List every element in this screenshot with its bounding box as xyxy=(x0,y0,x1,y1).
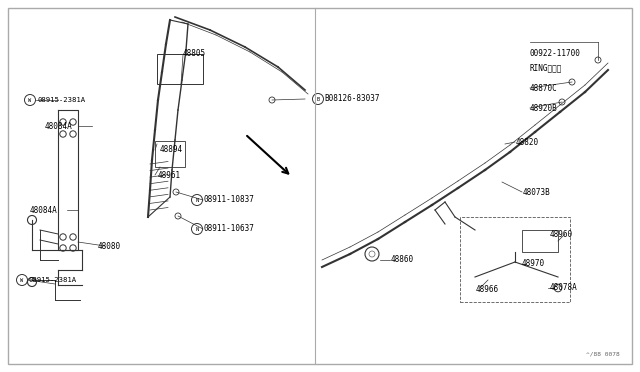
Text: W: W xyxy=(28,97,31,103)
Text: 48073B: 48073B xyxy=(523,187,551,196)
Text: 08915-2381A: 08915-2381A xyxy=(29,277,77,283)
Text: 48805: 48805 xyxy=(183,48,206,58)
Text: B: B xyxy=(316,96,319,102)
Bar xyxy=(522,230,558,252)
Text: 48084A: 48084A xyxy=(30,205,58,215)
Text: 48820: 48820 xyxy=(516,138,539,147)
Text: 48860: 48860 xyxy=(391,256,414,264)
Bar xyxy=(155,141,185,167)
Text: 08911-10637: 08911-10637 xyxy=(204,224,255,232)
Text: RINGリング: RINGリング xyxy=(530,64,563,73)
Text: 48084A: 48084A xyxy=(45,122,73,131)
Text: 48078A: 48078A xyxy=(550,283,578,292)
Text: 00922-11700: 00922-11700 xyxy=(530,48,581,58)
Text: 48894: 48894 xyxy=(160,144,183,154)
Text: N: N xyxy=(195,198,198,202)
Text: 48960: 48960 xyxy=(550,230,573,238)
Text: 48966: 48966 xyxy=(476,285,499,295)
Text: 08915-2381A: 08915-2381A xyxy=(37,97,85,103)
Text: W: W xyxy=(20,278,24,282)
Text: B08126-83037: B08126-83037 xyxy=(324,93,380,103)
Text: 48970: 48970 xyxy=(522,260,545,269)
Text: 48961: 48961 xyxy=(158,170,181,180)
Text: 48080: 48080 xyxy=(98,241,121,250)
Text: 48870C: 48870C xyxy=(530,83,557,93)
Circle shape xyxy=(369,251,375,257)
Text: ^/88 0078: ^/88 0078 xyxy=(586,351,620,356)
Text: 48920B: 48920B xyxy=(530,103,557,112)
Bar xyxy=(157,54,203,84)
Text: 08911-10837: 08911-10837 xyxy=(204,195,255,203)
Text: N: N xyxy=(195,227,198,231)
